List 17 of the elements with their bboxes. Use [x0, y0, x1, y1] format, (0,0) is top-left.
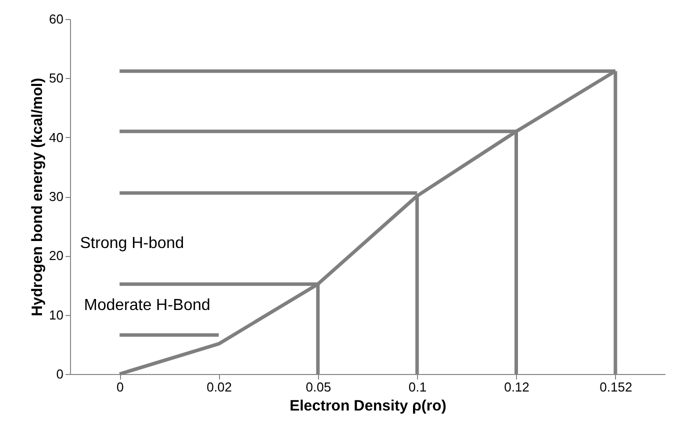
x-tick-label: 0.12 — [504, 380, 530, 394]
annotation: Strong H-bond — [80, 235, 184, 252]
x-tick-label: 0.05 — [306, 380, 332, 394]
x-tick-label: 0 — [116, 380, 124, 394]
y-tick-label: 20 — [49, 248, 64, 264]
y-tick-label: 30 — [49, 189, 64, 204]
y-tick-label: 10 — [49, 307, 64, 322]
y-tick-label: 60 — [49, 12, 64, 26]
y-tick-label: 50 — [49, 70, 64, 86]
x-tick-label: 0.1 — [408, 380, 427, 394]
y-tick-label: 40 — [49, 130, 64, 145]
x-tick-label: 0.02 — [206, 380, 232, 394]
x-tick-label: 0.152 — [600, 380, 632, 394]
y-axis-title: Hydrogen bond energy (kcal/mol) — [29, 78, 46, 316]
annotation: Moderate H-Bond — [84, 297, 210, 314]
y-tick-label: 0 — [56, 366, 64, 382]
x-axis-title: Electron Density ρ(ro) — [290, 398, 446, 414]
